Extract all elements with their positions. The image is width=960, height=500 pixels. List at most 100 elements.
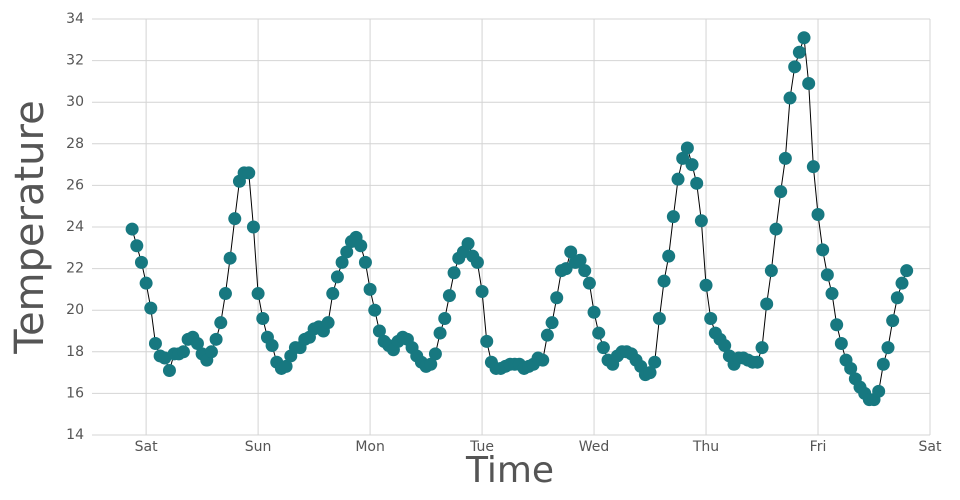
point [218,287,232,301]
x-tick-label: Tue [469,439,494,455]
x-tick-label: Thu [692,439,719,455]
point [265,339,279,353]
y-tick-label: 30 [66,94,84,110]
x-tick-label: Wed [579,439,610,455]
point [433,326,447,340]
point [582,276,596,290]
y-tick-label: 20 [66,302,84,318]
point [475,284,489,298]
point [797,31,811,45]
point [559,262,573,276]
y-tick-label: 14 [66,427,84,443]
point [652,312,666,326]
point [442,289,456,303]
x-axis-label: Time [465,450,554,491]
point [811,208,825,222]
point [760,297,774,311]
point [251,287,265,301]
point [134,255,148,269]
point [214,316,228,330]
point [176,345,190,359]
point [256,312,270,326]
point [830,318,844,332]
y-tick-label: 24 [66,219,84,235]
point [340,245,354,259]
point [190,336,204,350]
point [447,266,461,280]
point [750,355,764,369]
point [778,151,792,165]
point [550,291,564,305]
point [802,76,816,90]
point [372,324,386,338]
y-tick-label: 32 [66,53,84,69]
point [783,91,797,105]
y-tick-label: 22 [66,261,84,277]
point [881,341,895,355]
point [704,312,718,326]
point [596,341,610,355]
x-tick-label: Sat [919,439,942,455]
point [330,270,344,284]
point [321,316,335,330]
point [676,151,690,165]
y-tick-label: 18 [66,344,84,360]
point [844,361,858,375]
point [228,212,242,226]
point [428,347,442,361]
point [872,384,886,398]
point [816,243,830,257]
point [438,312,452,326]
y-tick-label: 28 [66,136,84,152]
point [358,255,372,269]
point [223,251,237,265]
point [788,60,802,74]
point [694,214,708,228]
point [662,249,676,263]
x-tick-label: Sun [245,439,272,455]
point [643,366,657,380]
point [648,355,662,369]
point [774,185,788,199]
point [354,239,368,253]
point [242,166,256,180]
point [424,357,438,371]
point [461,237,475,251]
point [806,160,820,174]
point [363,282,377,296]
point [125,222,139,236]
point [335,255,349,269]
point [204,345,218,359]
point [657,274,671,288]
point [890,291,904,305]
point [326,287,340,301]
point [900,264,914,278]
point [834,336,848,350]
point [148,336,162,350]
x-tick-label: Fri [810,439,827,455]
point [769,222,783,236]
point [162,364,176,378]
point [144,301,158,315]
point [685,158,699,172]
point [540,328,554,342]
point [671,172,685,186]
point [573,253,587,267]
point [470,255,484,269]
y-tick-label: 34 [66,11,84,27]
point [592,326,606,340]
point [764,264,778,278]
point [480,334,494,348]
point [368,303,382,317]
point [139,276,153,290]
point [279,359,293,373]
y-axis-label: Temperature [7,100,53,354]
x-tick-label: Sat [135,439,158,455]
point [578,264,592,278]
point [825,287,839,301]
point [666,210,680,224]
point [755,341,769,355]
point [545,316,559,330]
point [886,314,900,328]
y-tick-label: 16 [66,385,84,401]
